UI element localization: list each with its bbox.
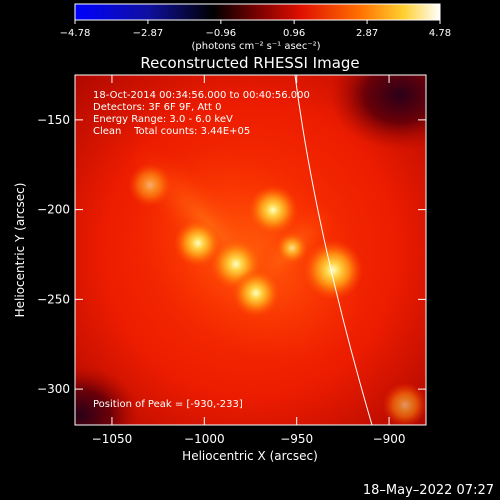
- y-tick-label: −150: [37, 113, 70, 127]
- colorbar-tick-label: 4.78: [429, 28, 451, 39]
- x-axis-label: Heliocentric X (arcsec): [182, 449, 318, 463]
- peak-position-label: Position of Peak = [-930,-233]: [93, 399, 243, 410]
- y-tick-label: −250: [37, 292, 70, 306]
- x-tick-label: −1000: [184, 432, 225, 446]
- x-tick-label: −900: [373, 432, 406, 446]
- x-tick-label: −950: [280, 432, 313, 446]
- plot-title: Reconstructed RHESSI Image: [140, 54, 359, 72]
- info-line-detectors: Detectors: 3F 6F 9F, Att 0: [93, 102, 221, 113]
- colorbar-tick-label: −4.78: [60, 28, 91, 39]
- rhessi-image: [75, 75, 426, 425]
- y-tick-label: −200: [37, 203, 70, 217]
- y-tick-label: −300: [37, 382, 70, 396]
- observation-info: 18-Oct-2014 00:34:56.000 to 00:40:56.000…: [93, 90, 310, 137]
- x-tick-label: −1050: [92, 432, 133, 446]
- solar-limb-line: [294, 75, 373, 425]
- footer-timestamp: 18–May–2022 07:27: [363, 483, 494, 498]
- x-axis-ticks: −1050 −1000 −950 −900: [92, 75, 406, 446]
- plot-frame: [74, 74, 427, 426]
- colorbar: [74, 3, 441, 21]
- colorbar-tick-label: −0.96: [206, 28, 237, 39]
- colorbar-ticks: −4.78 −2.87 −0.96 0.96 2.87 4.78: [60, 20, 451, 39]
- colorbar-tick-label: 2.87: [356, 28, 378, 39]
- colorbar-tick-label: 0.96: [283, 28, 305, 39]
- colorbar-tick-label: −2.87: [133, 28, 164, 39]
- y-axis-label: Heliocentric Y (arcsec): [13, 183, 27, 318]
- info-line-time: 18-Oct-2014 00:34:56.000 to 00:40:56.000: [93, 90, 310, 101]
- info-line-counts: Clean Total counts: 3.44E+05: [93, 126, 250, 137]
- y-axis-ticks: −150 −200 −250 −300: [37, 113, 426, 396]
- info-line-energy: Energy Range: 3.0 - 6.0 keV: [93, 114, 233, 125]
- colorbar-unit-label: (photons cm⁻² s⁻¹ asec⁻²): [191, 41, 320, 52]
